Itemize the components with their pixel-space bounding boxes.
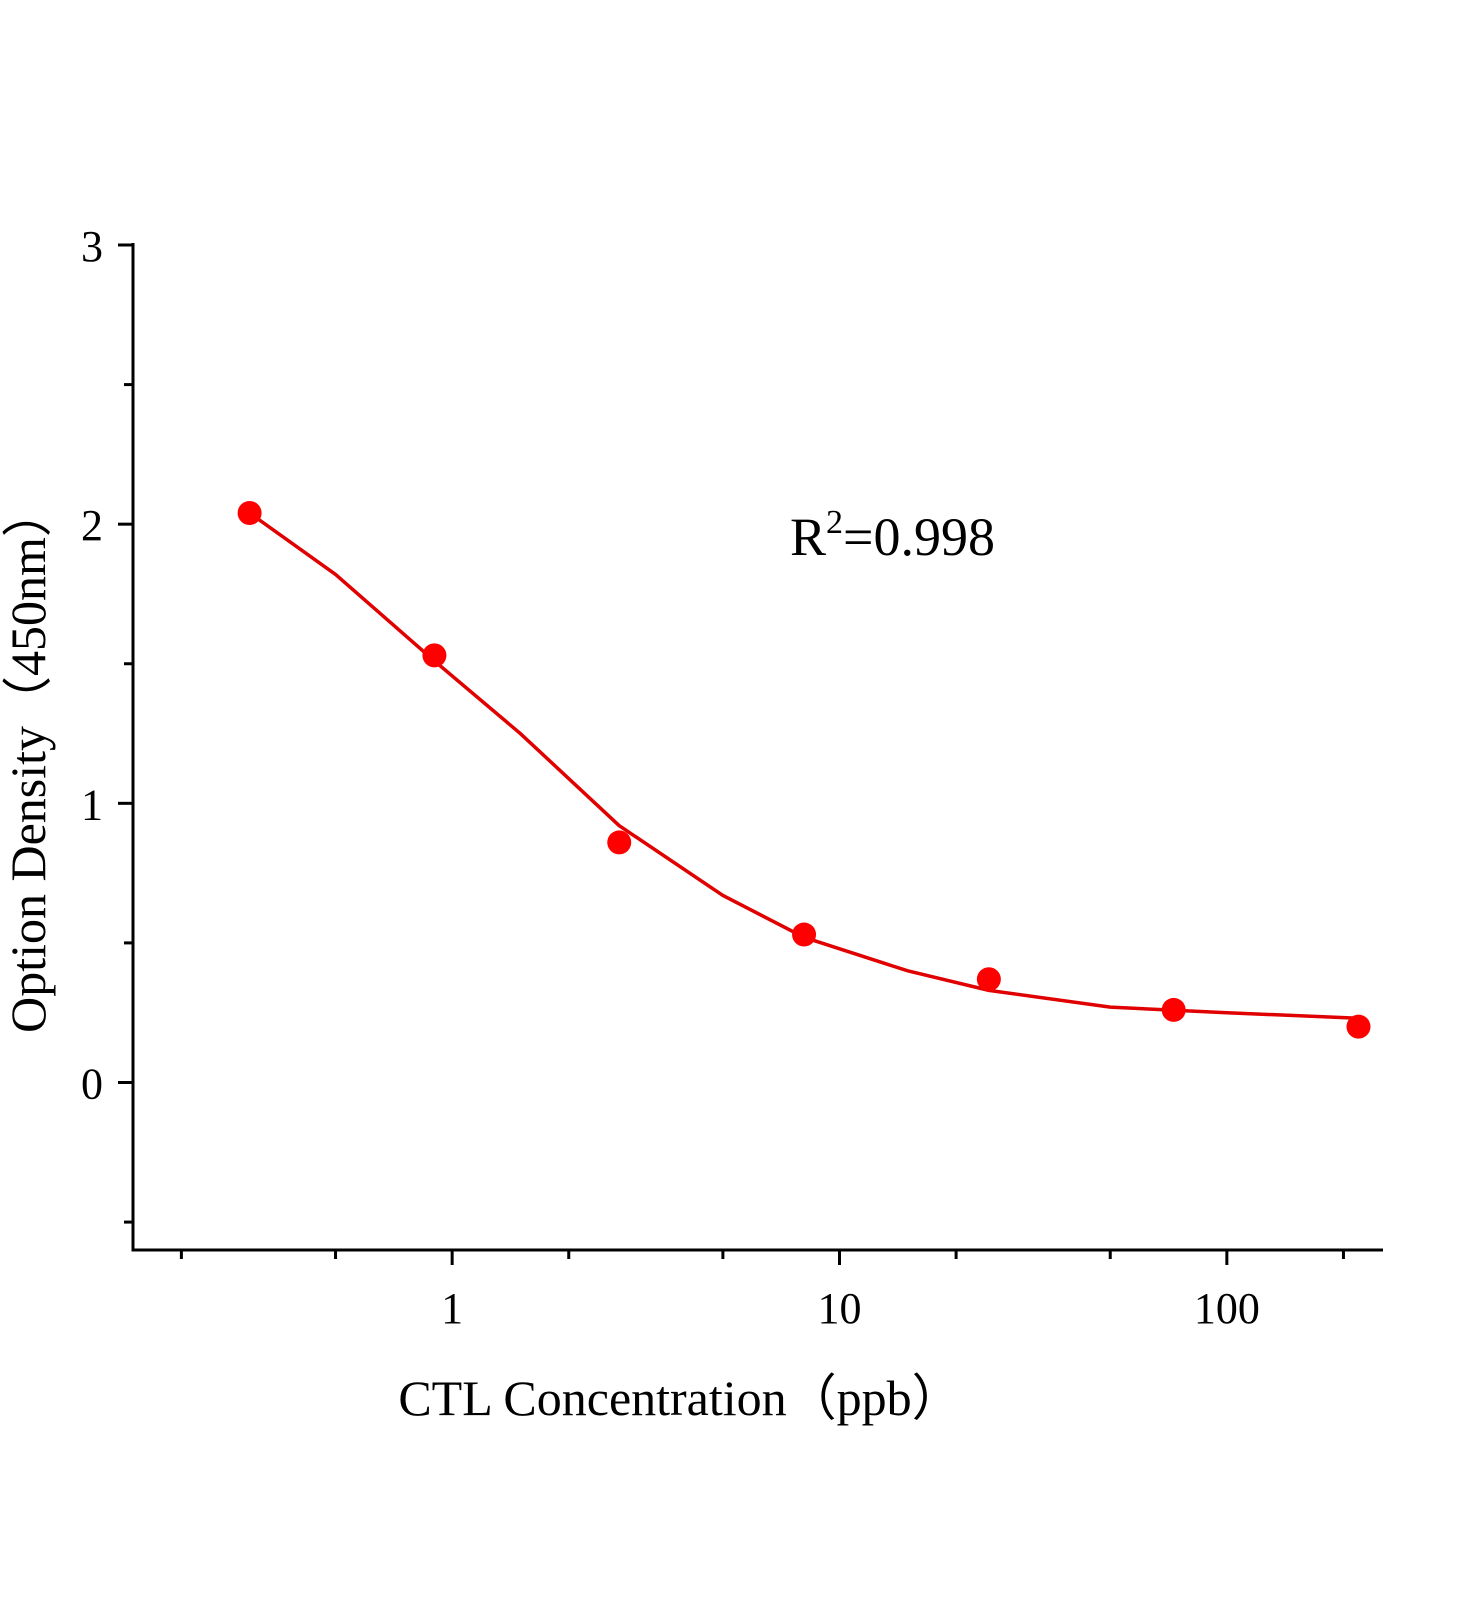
- x-tick-label: 1: [441, 1284, 463, 1333]
- data-point: [422, 643, 447, 668]
- y-tick-label: 1: [81, 780, 103, 829]
- annotation: R2=0.998: [790, 504, 995, 567]
- data-point: [792, 922, 817, 947]
- data-point: [976, 967, 1001, 992]
- annotation-superscript: 2: [826, 504, 843, 541]
- annotation-base: R: [790, 507, 826, 567]
- data-point: [1161, 997, 1186, 1022]
- x-tick-label: 10: [817, 1284, 861, 1333]
- data-point: [607, 830, 632, 855]
- y-tick-label: 2: [81, 501, 103, 550]
- annotation-text: =0.998: [843, 507, 995, 567]
- y-axis-label: Option Density（450nm）: [0, 487, 56, 1033]
- x-tick-label: 100: [1194, 1284, 1260, 1333]
- fit-curve: [248, 511, 1359, 1021]
- y-tick-label: 0: [81, 1060, 103, 1109]
- x-axis-label: CTL Concentration（ppb）: [398, 1370, 961, 1426]
- y-tick-label: 3: [81, 222, 103, 271]
- data-point: [1346, 1014, 1371, 1039]
- data-point: [237, 501, 262, 525]
